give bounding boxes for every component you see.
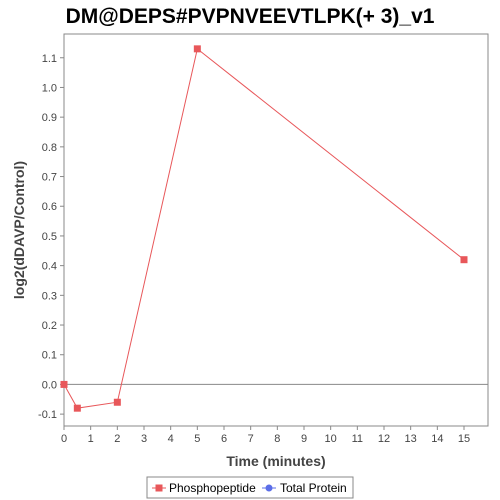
y-tick-label: 0.3 <box>42 290 57 302</box>
series-points <box>60 45 468 412</box>
x-tick-label: 13 <box>405 433 417 445</box>
data-point <box>113 398 121 406</box>
y-tick-label: 0.2 <box>42 320 57 332</box>
x-tick-label: 14 <box>431 433 443 445</box>
data-point <box>73 404 81 412</box>
x-tick-label: 6 <box>221 433 227 445</box>
y-axis-ticks: -0.1 0.0 0.1 0.2 0.3 0.4 0.5 0.6 0.7 0.8 0.9 1.0 1.1 <box>38 53 64 421</box>
x-tick-label: 2 <box>114 433 120 445</box>
x-tick-label: 0 <box>61 433 67 445</box>
plot-area <box>63 33 489 427</box>
legend: Phosphopeptide Total Protein <box>146 476 354 499</box>
y-tick-label: 0.8 <box>42 142 57 154</box>
y-tick-label: 0.4 <box>42 261 57 273</box>
legend-label-0: Phosphopeptide <box>169 481 256 495</box>
legend-marker-1 <box>265 484 273 492</box>
chart-title: DM@DEPS#PVPNVEEVTLPK(+ 3)_v1 <box>66 5 435 28</box>
x-tick-label: 15 <box>458 433 470 445</box>
y-tick-label: 1.0 <box>42 82 57 94</box>
x-tick-label: 3 <box>141 433 147 445</box>
y-tick-label: 1.1 <box>42 53 57 65</box>
y-tick-label: 0.5 <box>42 231 57 243</box>
x-tick-label: 5 <box>194 433 200 445</box>
x-tick-label: 1 <box>88 433 94 445</box>
data-point <box>60 380 68 388</box>
x-tick-label: 9 <box>301 433 307 445</box>
y-tick-label: 0.7 <box>42 172 57 184</box>
x-tick-label: 4 <box>168 433 174 445</box>
y-tick-label: 0.1 <box>42 350 57 362</box>
x-tick-label: 8 <box>274 433 280 445</box>
x-tick-label: 12 <box>378 433 390 445</box>
data-point <box>193 45 201 53</box>
legend-marker-0 <box>155 484 163 492</box>
data-point <box>460 256 468 264</box>
y-tick-label: 0.0 <box>42 379 57 391</box>
y-tick-label: -0.1 <box>38 409 57 421</box>
x-axis-ticks: 0 1 2 3 4 5 6 7 8 9 10 11 12 13 14 15 <box>61 426 470 445</box>
x-tick-label: 10 <box>325 433 337 445</box>
y-axis-label: log2(dDAVP/Control) <box>11 161 27 299</box>
x-axis-label: Time (minutes) <box>226 453 325 469</box>
legend-box <box>146 476 354 499</box>
x-tick-label: 7 <box>248 433 254 445</box>
x-tick-label: 11 <box>352 433 363 445</box>
legend-label-1: Total Protein <box>280 481 347 495</box>
y-tick-label: 0.9 <box>42 112 57 124</box>
y-tick-label: 0.6 <box>42 201 57 213</box>
